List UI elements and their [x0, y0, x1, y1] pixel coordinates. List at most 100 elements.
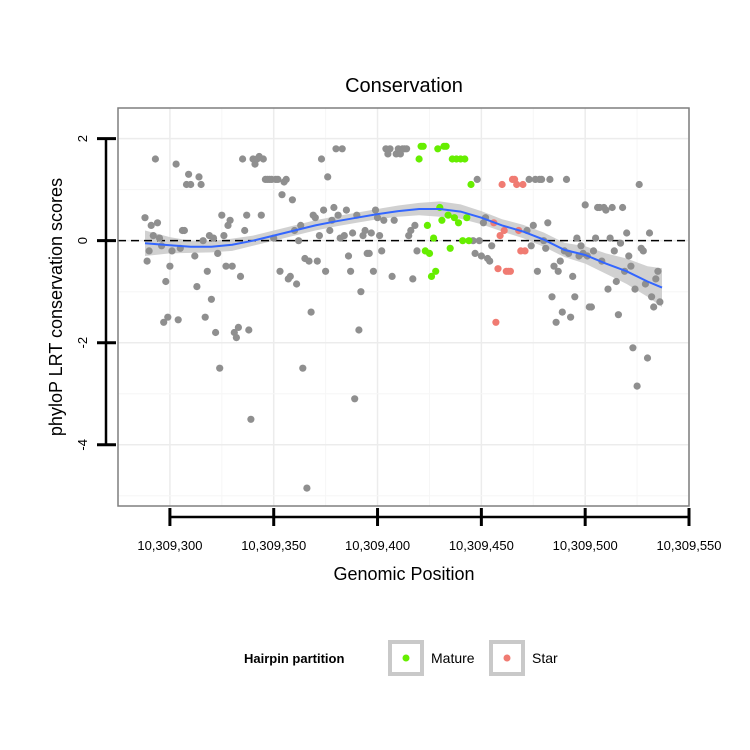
data-point-other — [274, 175, 282, 183]
data-point-other — [147, 221, 155, 229]
data-point-other — [295, 237, 303, 245]
data-point-other — [471, 249, 479, 257]
data-point-mature — [427, 272, 436, 280]
x-axis: 10,309,300 10,309,350 10,309,400 10,309,450… — [137, 508, 722, 553]
data-point-other — [349, 229, 357, 237]
data-point-other — [297, 221, 305, 229]
data-point-other — [288, 196, 296, 204]
data-point-other — [488, 242, 496, 250]
data-point-other — [286, 272, 294, 280]
y-tick-label: 2 — [75, 135, 90, 142]
data-point-other — [475, 237, 483, 245]
data-point-mature — [442, 142, 450, 150]
data-point-other — [172, 160, 180, 168]
data-point-other — [222, 262, 230, 270]
data-point-other — [228, 262, 236, 270]
data-point-other — [322, 267, 330, 275]
data-point-other — [639, 247, 647, 255]
data-point-other — [407, 226, 415, 235]
data-point-mature — [425, 249, 434, 257]
x-tick-label: 10,309,300 — [137, 538, 202, 553]
data-point-other — [571, 293, 579, 301]
data-point-other — [155, 234, 164, 242]
data-point-other — [293, 280, 301, 288]
data-point-other — [525, 175, 533, 183]
series-mature — [415, 142, 475, 280]
legend-label-star: Star — [532, 650, 558, 666]
data-point-other — [357, 288, 365, 296]
data-point-other — [203, 267, 211, 275]
legend-key-star — [503, 654, 511, 662]
data-point-star — [500, 226, 508, 235]
data-point-other — [199, 237, 207, 245]
data-point-other — [390, 216, 398, 224]
data-point-other — [340, 232, 348, 240]
data-point-other — [232, 334, 240, 342]
data-point-other — [631, 285, 639, 293]
data-point-other — [282, 175, 290, 183]
data-point-other — [326, 226, 334, 235]
plot-area — [117, 107, 690, 507]
data-point-other — [153, 219, 162, 227]
data-point-other — [180, 226, 188, 235]
data-point-other — [592, 234, 600, 242]
data-point-other — [529, 221, 537, 229]
data-point-other — [259, 155, 267, 163]
legend-label-mature: Mature — [431, 650, 475, 666]
data-point-other — [556, 257, 564, 265]
data-point-other — [214, 249, 222, 257]
data-point-other — [373, 214, 382, 222]
data-point-mature — [434, 145, 442, 153]
data-point-other — [185, 170, 193, 178]
data-point-other — [236, 272, 245, 280]
x-tick-label: 10,309,550 — [656, 538, 721, 553]
data-point-other — [216, 364, 224, 372]
data-point-other — [569, 272, 577, 280]
data-point-other — [648, 293, 656, 301]
data-point-other — [527, 242, 535, 250]
x-axis-label: Genomic Position — [333, 564, 474, 584]
data-point-other — [209, 234, 218, 242]
data-point-other — [143, 257, 151, 265]
data-point-other — [166, 262, 174, 270]
data-point-other — [380, 216, 388, 224]
data-point-other — [629, 344, 637, 352]
data-point-other — [160, 318, 168, 326]
data-point-other — [388, 272, 396, 280]
data-point-other — [149, 232, 157, 240]
data-point-other — [544, 219, 552, 227]
data-point-other — [562, 175, 571, 183]
data-point-other — [162, 277, 170, 286]
data-point-other — [342, 206, 350, 214]
data-point-other — [623, 229, 631, 237]
data-point-other — [473, 175, 481, 183]
data-point-other — [552, 318, 560, 326]
data-point-mature — [438, 216, 446, 224]
data-point-other — [201, 313, 209, 321]
data-point-other — [174, 316, 182, 324]
legend: Hairpin partition Mature Star — [244, 640, 558, 676]
data-point-star — [519, 180, 527, 189]
data-point-other — [299, 364, 307, 372]
legend-title: Hairpin partition — [244, 651, 344, 666]
smooth-line — [144, 208, 663, 289]
data-point-other — [548, 293, 556, 301]
data-point-other — [654, 267, 662, 275]
data-point-other — [365, 249, 373, 257]
data-point-star — [496, 232, 504, 240]
data-point-other — [220, 232, 228, 240]
data-point-other — [371, 206, 380, 214]
data-point-other — [573, 234, 581, 242]
data-point-other — [413, 247, 421, 255]
data-point-other — [610, 247, 618, 255]
data-point-other — [546, 175, 554, 183]
data-point-other — [187, 180, 195, 189]
data-point-other — [538, 175, 546, 183]
data-point-other — [334, 211, 342, 219]
data-point-other — [332, 145, 340, 153]
data-point-other — [243, 211, 251, 219]
data-point-other — [313, 257, 321, 265]
data-point-other — [257, 211, 265, 219]
data-point-other — [616, 239, 625, 247]
